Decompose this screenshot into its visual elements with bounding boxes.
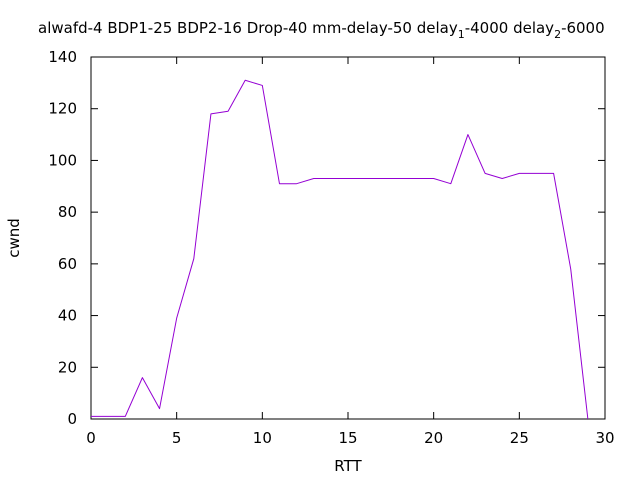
y-tick-label: 80 (58, 203, 77, 221)
y-tick-label: 100 (48, 151, 77, 169)
series-line (91, 79, 589, 420)
x-tick-label: 5 (172, 429, 182, 447)
y-tick-label: 140 (48, 48, 77, 66)
x-axis-label: RTT (334, 457, 362, 475)
y-tick-label: 20 (58, 358, 77, 376)
x-tick-label: 25 (510, 429, 529, 447)
plot-frame (90, 56, 606, 420)
x-tick-label: 0 (86, 429, 96, 447)
x-tick-label: 10 (253, 429, 272, 447)
y-tick-label: 40 (58, 307, 77, 325)
chart-title: alwafd-4 BDP1-25 BDP2-16 Drop-40 mm-dela… (38, 19, 605, 41)
y-axis-label: cwnd (5, 218, 23, 258)
x-tick-label: 20 (424, 429, 443, 447)
y-tick-label: 0 (67, 410, 77, 428)
y-tick-label: 60 (58, 255, 77, 273)
x-tick-label: 30 (595, 429, 614, 447)
y-tick-label: 120 (48, 100, 77, 118)
x-tick-label: 15 (338, 429, 357, 447)
